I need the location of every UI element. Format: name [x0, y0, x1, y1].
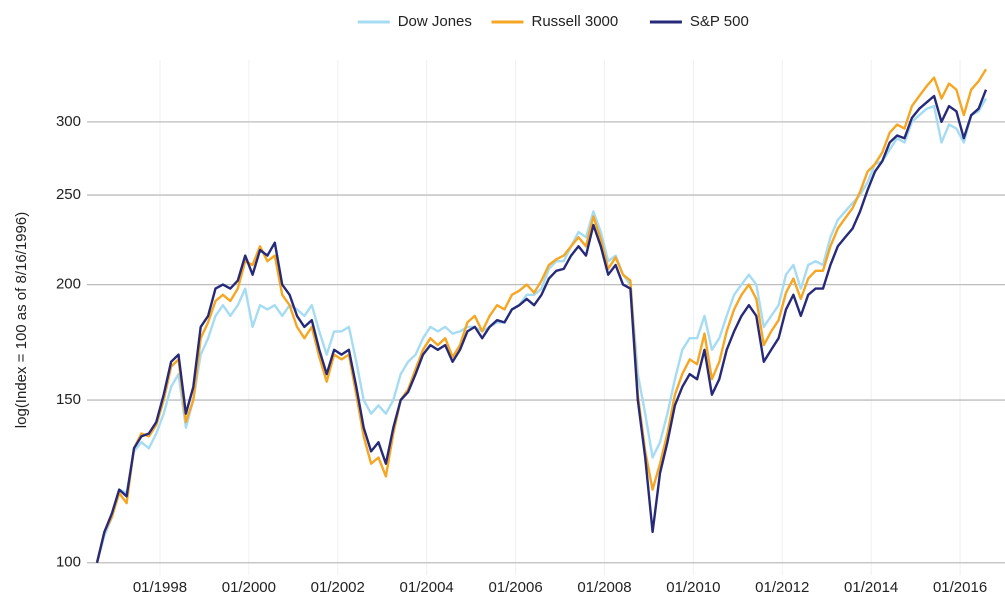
- x-tick-label: 01/2016: [933, 579, 987, 596]
- x-tick-label: 01/1998: [133, 579, 187, 596]
- x-tick-label: 01/2004: [400, 579, 454, 596]
- y-axis-label: log(Index = 100 as of 8/16/1996): [13, 212, 30, 428]
- x-tick-label: 01/2010: [666, 579, 720, 596]
- legend-label: Russell 3000: [532, 13, 619, 30]
- series-line: [95, 97, 988, 564]
- x-tick-label: 01/2000: [222, 579, 276, 596]
- legend-label: S&P 500: [690, 13, 749, 30]
- series-line: [95, 89, 988, 564]
- x-tick-label: 01/2014: [844, 579, 898, 596]
- series-line: [95, 68, 988, 564]
- y-tick-label: 250: [56, 186, 81, 203]
- x-tick-label: 01/2008: [577, 579, 631, 596]
- y-tick-label: 300: [56, 113, 81, 130]
- x-tick-label: 01/2002: [311, 579, 365, 596]
- y-tick-label: 200: [56, 276, 81, 293]
- x-tick-label: 01/2012: [755, 579, 809, 596]
- x-tick-label: 01/2006: [488, 579, 542, 596]
- y-tick-label: 100: [56, 554, 81, 571]
- legend-label: Dow Jones: [398, 13, 472, 30]
- y-tick-label: 150: [56, 391, 81, 408]
